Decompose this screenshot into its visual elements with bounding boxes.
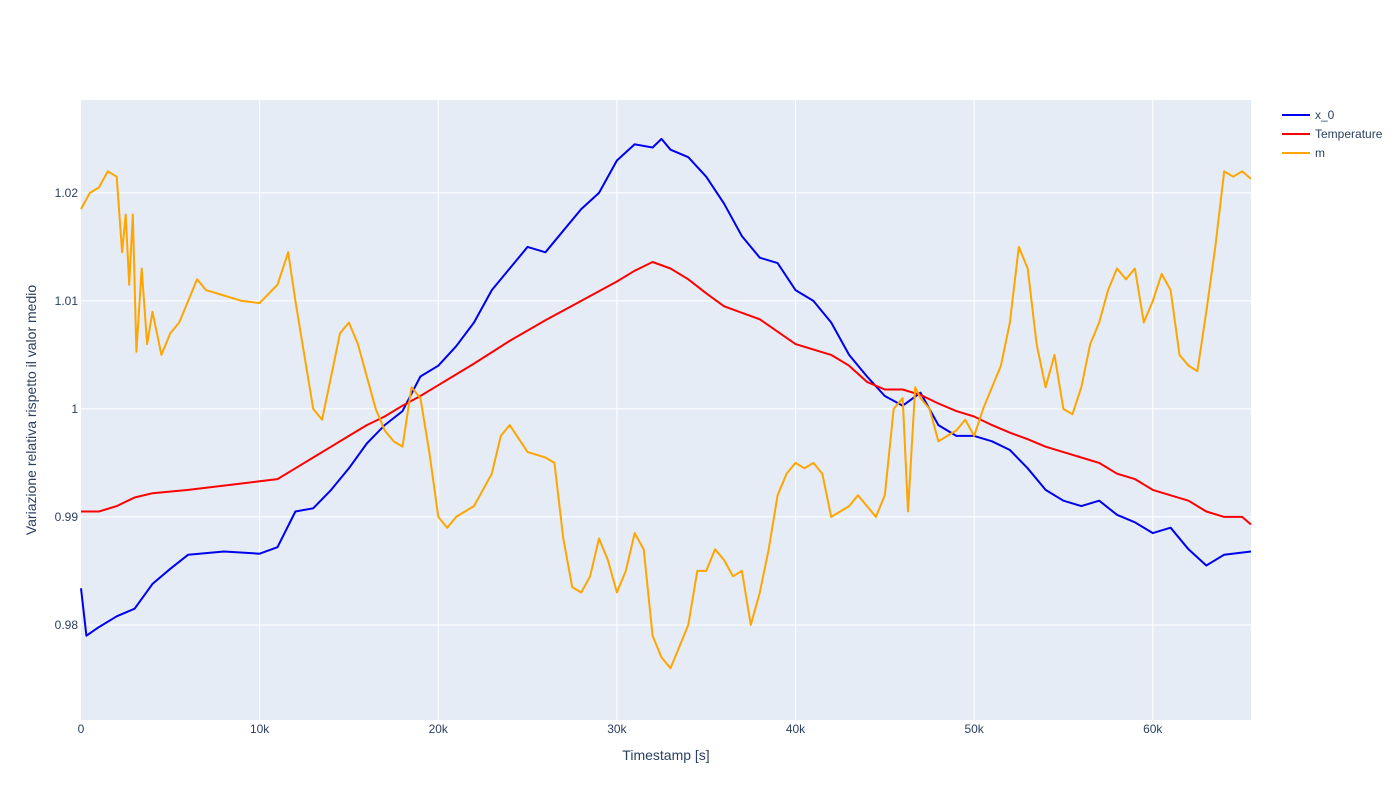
x-tick-label: 50k [964, 722, 984, 736]
x-tick-label: 0 [78, 722, 85, 736]
series-line-temperature [81, 261, 1252, 526]
plot-background [81, 100, 1251, 720]
series-layer [80, 137, 1252, 670]
legend-label: x_0 [1315, 108, 1335, 122]
x-tick-label: 60k [1143, 722, 1163, 736]
y-axis-title: Variazione relativa rispetto il valor me… [23, 285, 39, 536]
legend-item[interactable]: Temperature [1282, 127, 1383, 141]
x-tick-label: 20k [429, 722, 449, 736]
x-axis-title: Timestamp [s] [622, 747, 709, 763]
grid [81, 100, 1251, 720]
legend-item[interactable]: x_0 [1282, 108, 1335, 122]
y-tick-label: 1.01 [55, 294, 79, 308]
legend-label: Temperature [1315, 127, 1383, 141]
y-tick-label: 0.98 [55, 618, 79, 632]
y-tick-label: 1 [71, 402, 78, 416]
y-tick-label: 0.99 [55, 510, 79, 524]
x-tick-label: 30k [607, 722, 627, 736]
legend: x_0 Temperature m [1282, 108, 1383, 160]
legend-label: m [1315, 146, 1325, 160]
x-tick-label: 40k [786, 722, 806, 736]
legend-item[interactable]: m [1282, 146, 1325, 160]
series-line-x-0 [80, 137, 1252, 637]
series-line-m [80, 170, 1252, 670]
tick-labels: 0 10k 20k 30k 40k 50k 60k 0.98 0.99 1 1.01 1.02 [55, 186, 1164, 736]
y-tick-label: 1.02 [55, 186, 79, 200]
x-tick-label: 10k [250, 722, 270, 736]
